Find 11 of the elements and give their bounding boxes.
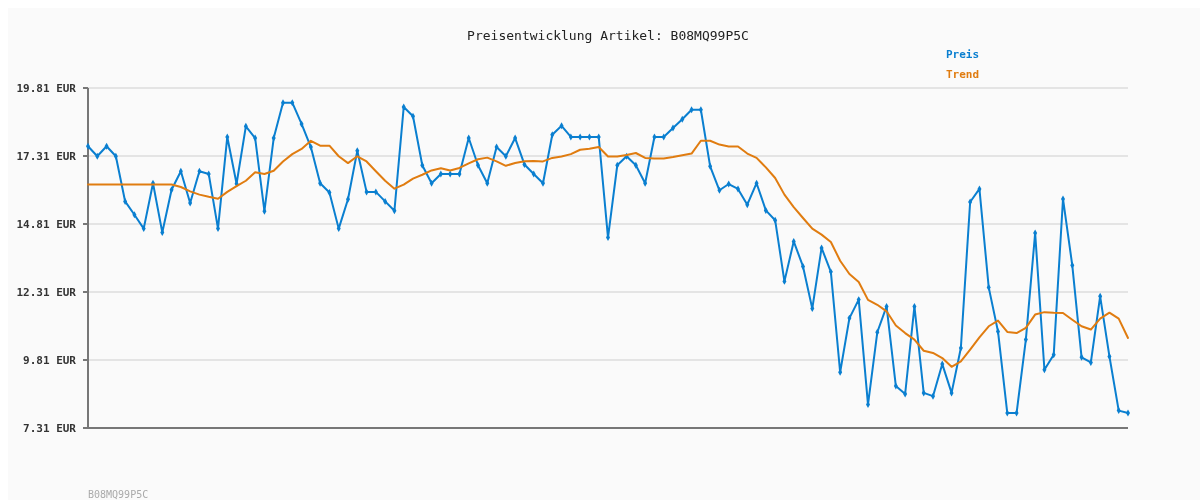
y-tick-label: 19.81 EUR [16,81,77,95]
y-tick-label: 7.31 EUR [23,421,77,435]
text: Trend [946,68,980,81]
y-tick-label: 17.31 EUR [16,149,77,163]
text: Preis [946,48,980,61]
y-tick-label: 9.81 EUR [23,353,77,367]
line-series [87,139,1129,368]
y-tick-label: 14.81 EUR [16,217,77,231]
y-tick-label: 12.31 EUR [16,285,77,299]
chart-title: Preisentwicklung Artikel: B08MQ99P5C [467,28,749,43]
text: B08MQ99P5C [88,489,149,500]
